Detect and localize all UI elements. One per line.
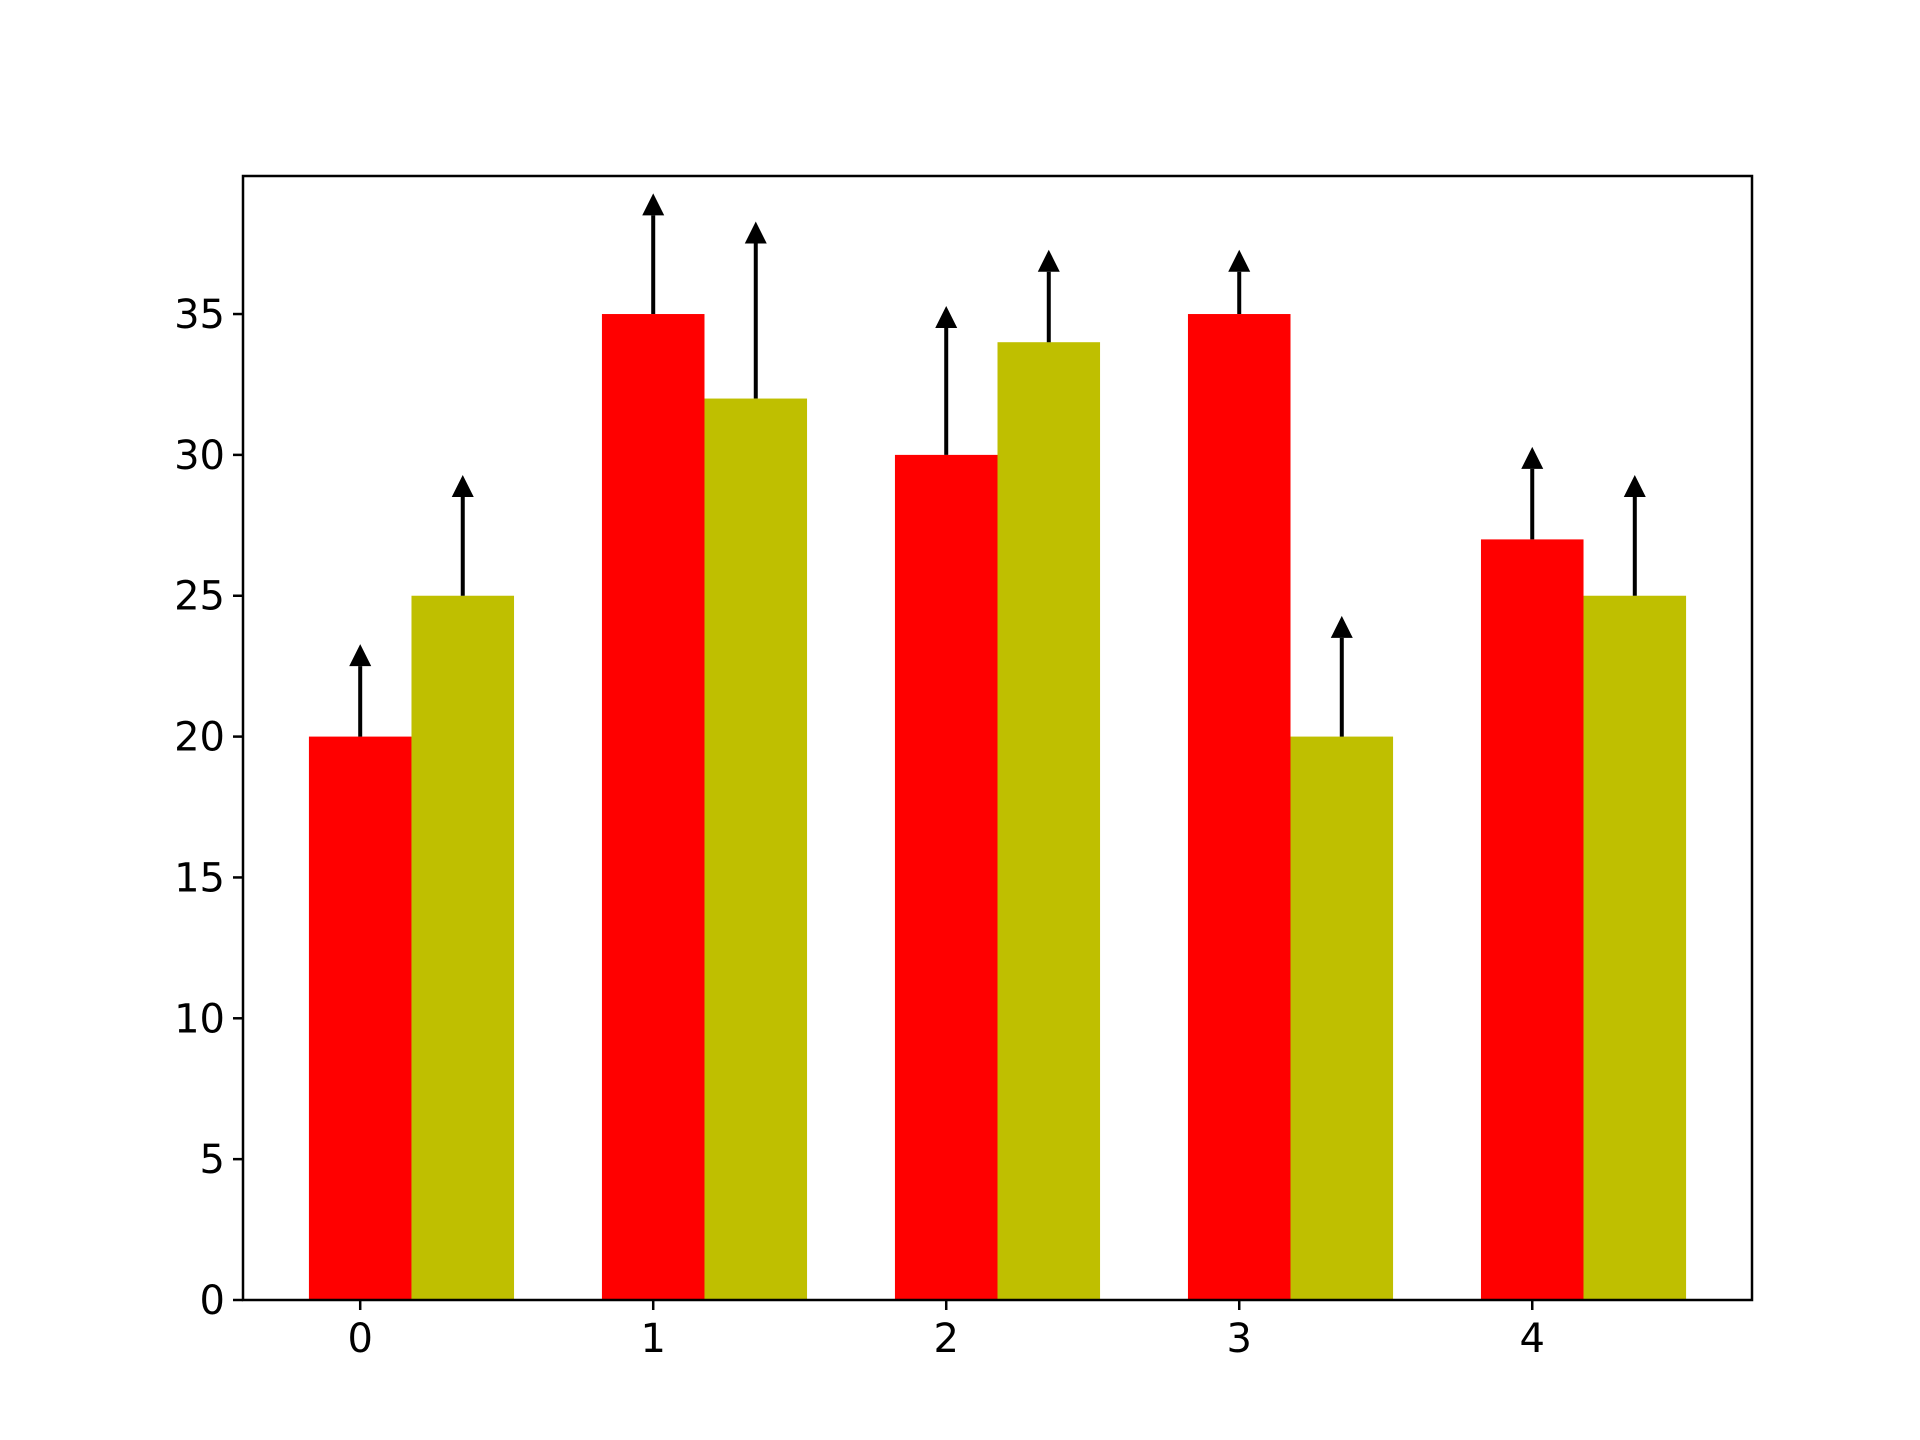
bar-s2-1 — [704, 398, 808, 1300]
y-axis: 0 5 10 15 20 25 30 35 — [174, 292, 243, 1324]
error-arrow-s1-1 — [642, 193, 665, 315]
y-tick-label: 30 — [174, 433, 225, 479]
bar-s1-4 — [1480, 539, 1584, 1300]
error-arrow-s2-0 — [451, 475, 474, 596]
y-tick-label: 15 — [174, 855, 225, 901]
bars-layer — [308, 314, 1687, 1300]
y-tick-label: 20 — [174, 715, 225, 761]
error-arrow-s2-2 — [1037, 249, 1060, 343]
x-tick-label: 4 — [1520, 1316, 1545, 1362]
x-tick-label: 3 — [1227, 1316, 1252, 1362]
bar-s1-2 — [894, 454, 998, 1300]
error-arrow-s2-3 — [1330, 615, 1353, 737]
bar-s1-1 — [601, 314, 705, 1300]
bar-s1-3 — [1187, 314, 1291, 1300]
y-tick-label: 35 — [174, 292, 225, 338]
y-tick-label: 25 — [174, 574, 225, 620]
error-arrow-s1-3 — [1228, 249, 1251, 315]
error-arrows-layer — [349, 193, 1646, 737]
bar-s2-4 — [1583, 595, 1687, 1300]
x-axis: 0 1 2 3 4 — [347, 1300, 1545, 1362]
x-tick-label: 2 — [933, 1316, 958, 1362]
bar-s2-3 — [1290, 736, 1394, 1300]
bar-s2-2 — [997, 342, 1101, 1300]
y-tick-label: 10 — [174, 996, 225, 1042]
error-arrow-s1-0 — [349, 644, 372, 737]
error-arrow-s1-4 — [1521, 446, 1544, 540]
y-tick-label: 5 — [200, 1137, 225, 1183]
error-arrow-s2-1 — [744, 221, 767, 399]
error-arrow-s1-2 — [935, 306, 958, 455]
bar-s2-0 — [411, 595, 515, 1300]
error-arrow-s2-4 — [1623, 475, 1646, 596]
plot-frame — [241, 174, 1754, 1302]
x-tick-label: 0 — [347, 1316, 372, 1362]
y-tick-label: 0 — [200, 1278, 225, 1324]
bar-s1-0 — [308, 736, 412, 1300]
x-tick-label: 1 — [640, 1316, 665, 1362]
